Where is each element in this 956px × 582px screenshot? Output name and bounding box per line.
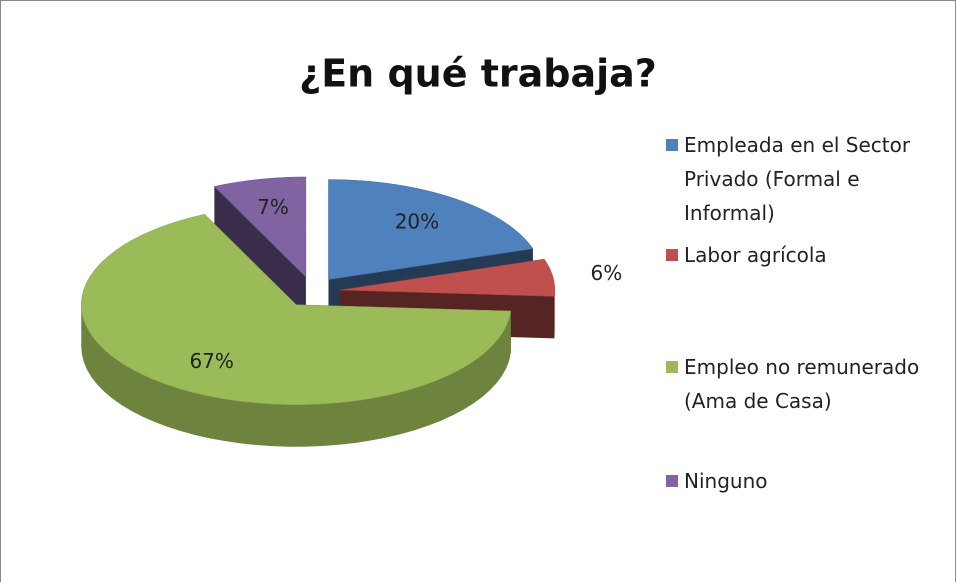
slice-top — [213, 176, 307, 278]
slice-side — [81, 304, 511, 447]
legend-label: Labor agrícola — [684, 243, 827, 267]
data-label: 6% — [591, 261, 623, 285]
legend-swatch — [666, 475, 678, 487]
slice-wall — [214, 186, 306, 319]
legend-swatch — [666, 361, 678, 373]
legend-entry: Ninguno — [666, 464, 951, 498]
pie-slice — [81, 213, 512, 447]
legend-entry: Empleada en el Sector Privado (Formal e … — [666, 128, 951, 230]
slice-top — [81, 213, 512, 405]
legend-swatch — [666, 249, 678, 261]
chart-title: ¿En qué trabaja? — [299, 52, 657, 96]
legend-label: Empleo no remunerado (Ama de Casa) — [684, 355, 920, 413]
legend-label: Ninguno — [684, 469, 768, 493]
pie-slice — [213, 176, 307, 319]
legend-entry: Labor agrícola — [666, 238, 951, 272]
data-label: 7% — [257, 195, 289, 219]
legend-swatch — [666, 139, 678, 151]
legend-label: Empleada en el Sector Privado (Formal e … — [684, 133, 911, 225]
slice-top — [339, 258, 556, 297]
data-label: 67% — [189, 349, 233, 373]
slice-top — [328, 179, 534, 280]
legend-entry: Empleo no remunerado (Ama de Casa) — [666, 350, 951, 418]
data-label: 20% — [395, 209, 439, 233]
